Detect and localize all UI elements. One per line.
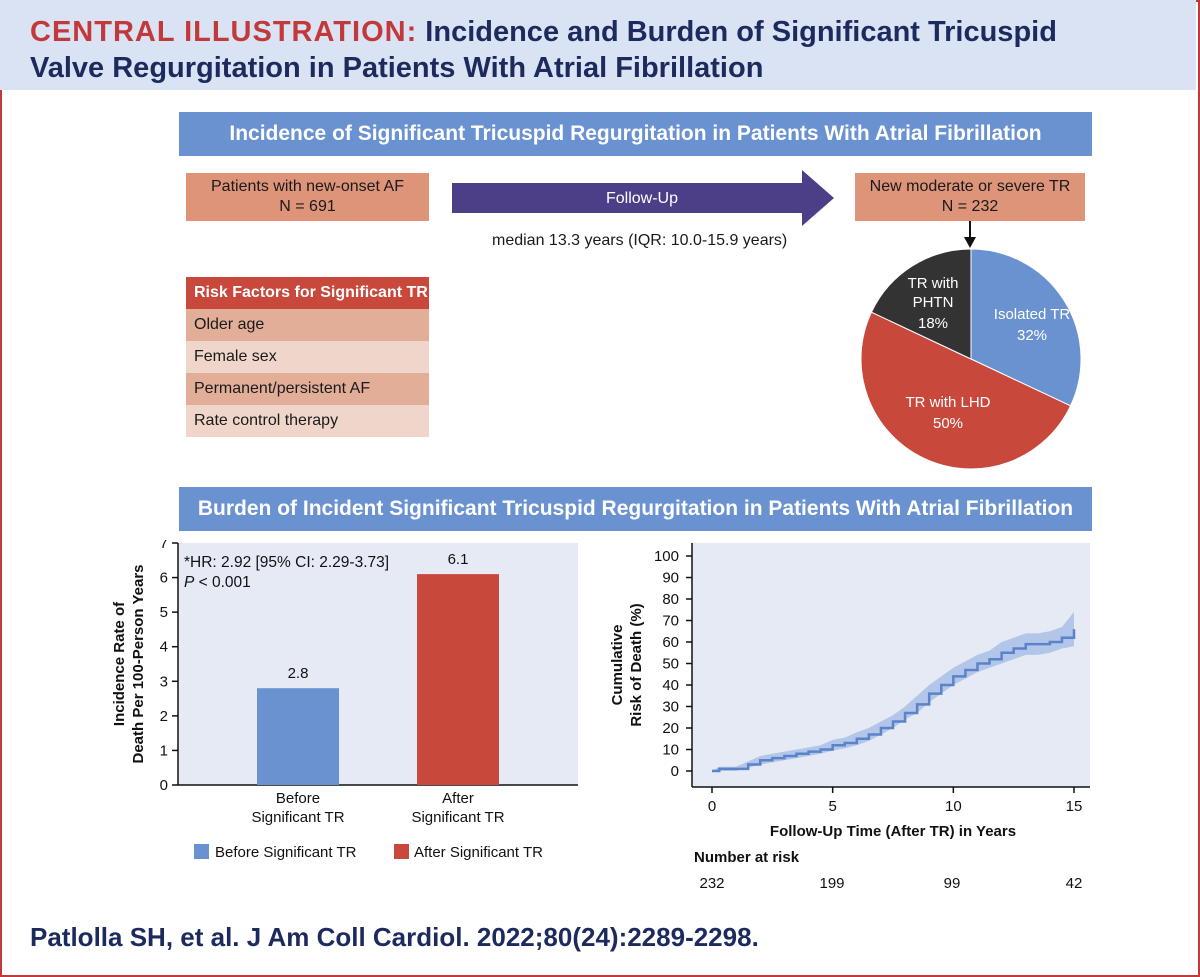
km-ytick-label: 40	[662, 677, 679, 694]
risk-factor-item: Older age	[186, 309, 429, 341]
bar-ytick-label: 4	[160, 639, 168, 656]
bar-after-significant-tr	[417, 574, 499, 785]
bar-ytick-label: 2	[160, 708, 168, 725]
number-at-risk-value: 99	[944, 875, 961, 890]
bar-ytick-label: 0	[160, 777, 168, 794]
legend-swatch-before	[194, 844, 209, 859]
risk-factor-item: Rate control therapy	[186, 405, 429, 437]
down-arrow	[964, 221, 976, 248]
pie-label-tr-phtn-1: TR with	[908, 275, 959, 292]
median-follow-up-text: median 13.3 years (IQR: 10.0-15.9 years)	[492, 232, 788, 249]
bar-value-label: 2.8	[288, 665, 309, 682]
km-ytick-label: 10	[662, 742, 679, 759]
outcome-label: New moderate or severe TR	[869, 178, 1071, 195]
km-curve	[712, 629, 1076, 773]
title-line-1: Incidence and Burden of Significant Tric…	[425, 16, 1057, 48]
follow-up-arrow: Follow-Up	[452, 170, 834, 226]
pie-value-tr-phtn: 18%	[918, 315, 948, 332]
km-xtick-label: 15	[1066, 798, 1083, 815]
tr-type-pie-chart: Isolated TR 32% TR with LHD 50% TR with …	[860, 248, 1082, 470]
title-line-2: Valve Regurgitation in Patients With Atr…	[30, 52, 764, 84]
km-ytick-label: 100	[654, 548, 679, 565]
km-ytick-label: 20	[662, 720, 679, 737]
patients-box: Patients with new-onset AF N = 691	[186, 173, 429, 221]
bar-before-significant-tr	[257, 688, 339, 785]
bar-ytick-label: 3	[160, 673, 168, 690]
bar-category-after-2: Significant TR	[411, 809, 504, 826]
km-plot-background	[692, 543, 1090, 787]
risk-factor-item: Permanent/persistent AF	[186, 373, 429, 405]
section-title-burden: Burden of Incident Significant Tricuspid…	[179, 487, 1092, 531]
number-at-risk-value: 42	[1066, 875, 1083, 890]
central-illustration-label: CENTRAL ILLUSTRATION:	[30, 16, 418, 48]
km-xtick-label: 0	[708, 798, 716, 815]
km-xtick-label: 10	[945, 798, 962, 815]
number-at-risk-value: 199	[819, 875, 844, 890]
pie-value-tr-lhd: 50%	[933, 415, 963, 432]
km-ylabel-2: Risk of Death (%)	[628, 603, 645, 726]
outcome-count: N = 232	[941, 198, 999, 215]
legend-label-after: After Significant TR	[414, 844, 543, 861]
number-at-risk-value: 232	[699, 875, 724, 890]
bar-ytick-label: 1	[160, 742, 168, 759]
km-xlabel: Follow-Up Time (After TR) in Years	[770, 823, 1016, 840]
p-value-annotation: P < 0.001	[184, 574, 251, 591]
pie-label-tr-lhd: TR with LHD	[905, 394, 990, 411]
section-title-incidence: Incidence of Significant Tricuspid Regur…	[179, 112, 1092, 156]
pie-slice-isolated-tr	[970, 248, 1082, 407]
figure-title: CENTRAL ILLUSTRATION: Incidence and Burd…	[30, 14, 1170, 86]
km-ytick-label: 80	[662, 591, 679, 608]
pie-slice-tr-phtn	[870, 248, 972, 360]
pie-value-isolated-tr: 32%	[1017, 327, 1047, 344]
pie-label-tr-phtn-2: PHTN	[913, 294, 954, 311]
legend-label-before: Before Significant TR	[215, 844, 357, 861]
bar-value-label: 6.1	[448, 551, 469, 568]
bar-category-before-1: Before	[276, 790, 320, 807]
risk-factor-item: Female sex	[186, 341, 429, 373]
km-ytick-label: 30	[662, 699, 679, 716]
patients-label: Patients with new-onset AF	[211, 178, 404, 195]
follow-up-label: Follow-Up	[606, 190, 678, 207]
citation: Patlolla SH, et al. J Am Coll Cardiol. 2…	[30, 922, 759, 952]
km-xtick-label: 5	[828, 798, 836, 815]
km-ytick-label: 70	[662, 613, 679, 630]
km-ylabel-1: Cumulative	[609, 625, 626, 706]
cumulative-risk-chart: 0 10 20 30 40 50 60 70 80 90 100 0 5 10 15 Cumulative…	[609, 543, 1090, 890]
km-ytick-label: 90	[662, 570, 679, 587]
incidence-bar-chart: 0 1 2 3 4 5 6 7 2.8 6.1 *HR: 2.92 [95% CI: 2.29-…	[111, 540, 578, 861]
patients-count: N = 691	[279, 198, 336, 215]
km-ytick-label: 60	[662, 634, 679, 651]
hr-annotation: *HR: 2.92 [95% CI: 2.29-3.73]	[184, 554, 389, 571]
number-at-risk-title: Number at risk	[694, 849, 800, 866]
bar-category-before-2: Significant TR	[251, 809, 344, 826]
km-ytick-label: 50	[662, 656, 679, 673]
outcome-box: New moderate or severe TR N = 232	[855, 173, 1085, 221]
legend-swatch-after	[394, 844, 409, 859]
bar-ylabel-1: Incidence Rate of	[111, 601, 128, 726]
bar-ytick-label: 7	[160, 540, 168, 552]
bar-ytick-label: 5	[160, 604, 168, 621]
pie-label-isolated-tr: Isolated TR	[994, 306, 1071, 323]
header-banner: CENTRAL ILLUSTRATION: Incidence and Burd…	[0, 0, 1196, 90]
km-ytick-label: 0	[671, 763, 679, 780]
risk-factors-title: Risk Factors for Significant TR	[186, 277, 429, 309]
bar-plot-background	[178, 543, 578, 785]
bar-ytick-label: 6	[160, 570, 168, 587]
bar-category-after-1: After	[442, 790, 474, 807]
pie-slice-tr-lhd	[860, 311, 1072, 470]
bar-ylabel-2: Death Per 100-Person Years	[130, 564, 147, 763]
